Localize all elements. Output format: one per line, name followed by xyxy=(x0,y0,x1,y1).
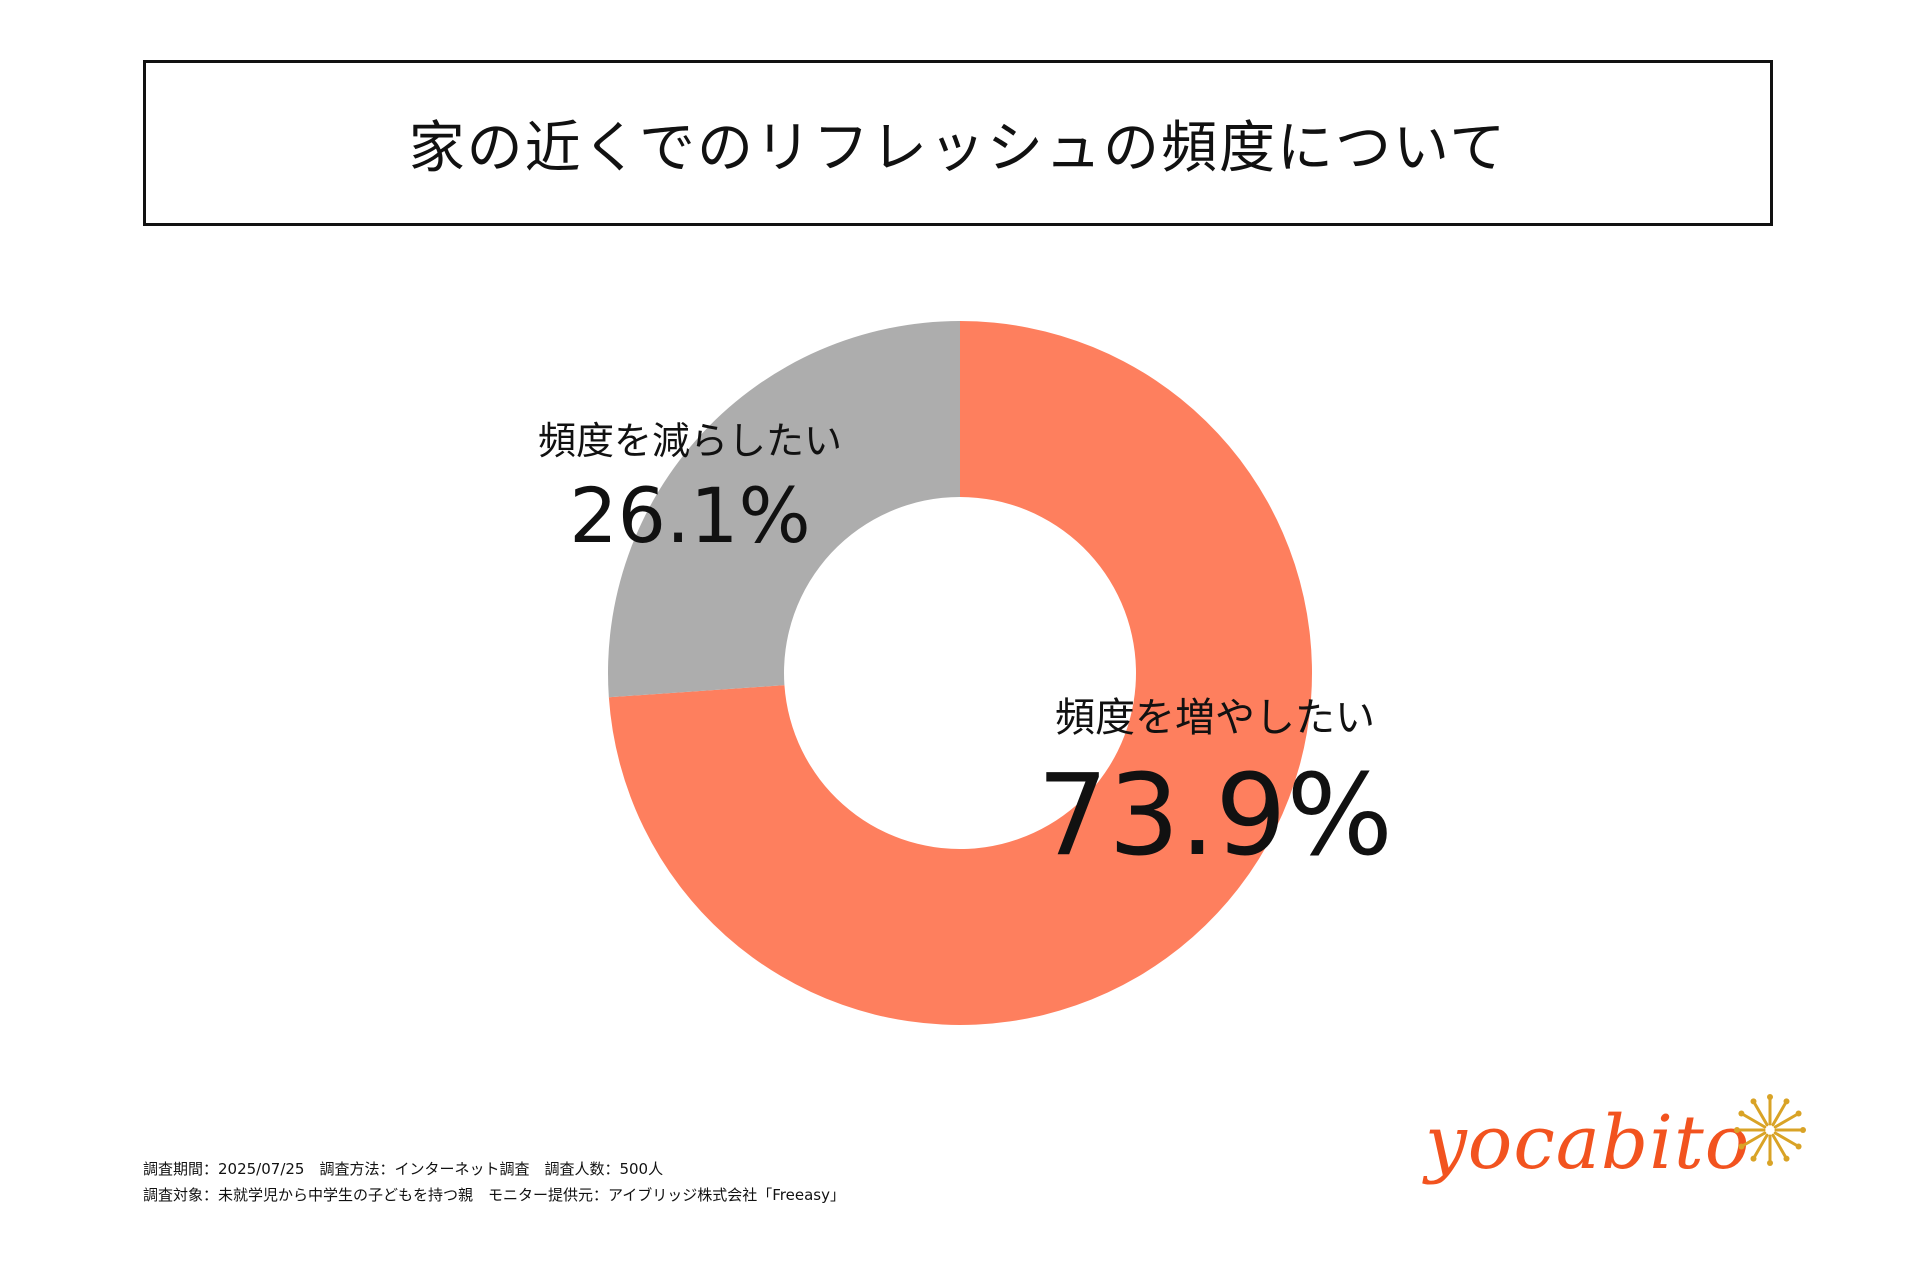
slice-label-increase: 頻度を増やしたい 73.9% xyxy=(1015,685,1415,881)
slice-name-decrease: 頻度を減らしたい xyxy=(537,419,842,463)
burst-ray xyxy=(1773,1113,1798,1129)
burst-ray xyxy=(1771,1102,1787,1127)
burst-ray xyxy=(1742,1113,1767,1129)
burst-dot xyxy=(1783,1098,1790,1105)
burst-dot xyxy=(1750,1155,1757,1162)
survey-footer-line1: 調査期間：2025/07/25 調査方法：インターネット調査 調査人数：500人 xyxy=(143,1160,664,1178)
chart-title: 家の近くでのリフレッシュの頻度について xyxy=(408,115,1508,181)
burst-dot xyxy=(1734,1127,1740,1133)
burst-dot xyxy=(1800,1127,1806,1133)
burst-dot xyxy=(1738,1143,1745,1150)
logo-text: yocabito xyxy=(1425,1100,1751,1186)
yocabito-logo: yocabito xyxy=(1425,1090,1825,1230)
chart-title-box: 家の近くでのリフレッシュの頻度について xyxy=(143,60,1773,226)
burst-dot xyxy=(1750,1098,1757,1105)
burst-dot xyxy=(1767,1160,1773,1166)
burst-ray xyxy=(1753,1133,1769,1158)
burst-dot xyxy=(1767,1094,1773,1100)
burst-ray xyxy=(1742,1131,1767,1147)
burst-ray xyxy=(1753,1102,1769,1127)
burst-dot xyxy=(1795,1110,1802,1117)
slice-name-increase: 頻度を増やしたい xyxy=(1055,695,1375,741)
slice-increase xyxy=(608,321,1312,1025)
burst-dot xyxy=(1738,1110,1745,1117)
sun-burst-icon xyxy=(1734,1094,1806,1166)
slice-value-decrease: 26.1% xyxy=(569,471,811,560)
burst-ray xyxy=(1771,1133,1787,1158)
slice-label-decrease: 頻度を減らしたい 26.1% xyxy=(525,410,855,560)
slice-value-increase: 73.9% xyxy=(1037,751,1393,881)
slice-decrease xyxy=(608,321,960,698)
burst-ray xyxy=(1773,1131,1798,1147)
survey-footer: 調査期間：2025/07/25 調査方法：インターネット調査 調査人数：500人… xyxy=(143,1156,845,1208)
burst-dot xyxy=(1783,1155,1790,1162)
burst-dot xyxy=(1795,1143,1802,1150)
survey-footer-line2: 調査対象：未就学児から中学生の子どもを持つ親 モニター提供元：アイブリッジ株式会… xyxy=(143,1186,845,1204)
